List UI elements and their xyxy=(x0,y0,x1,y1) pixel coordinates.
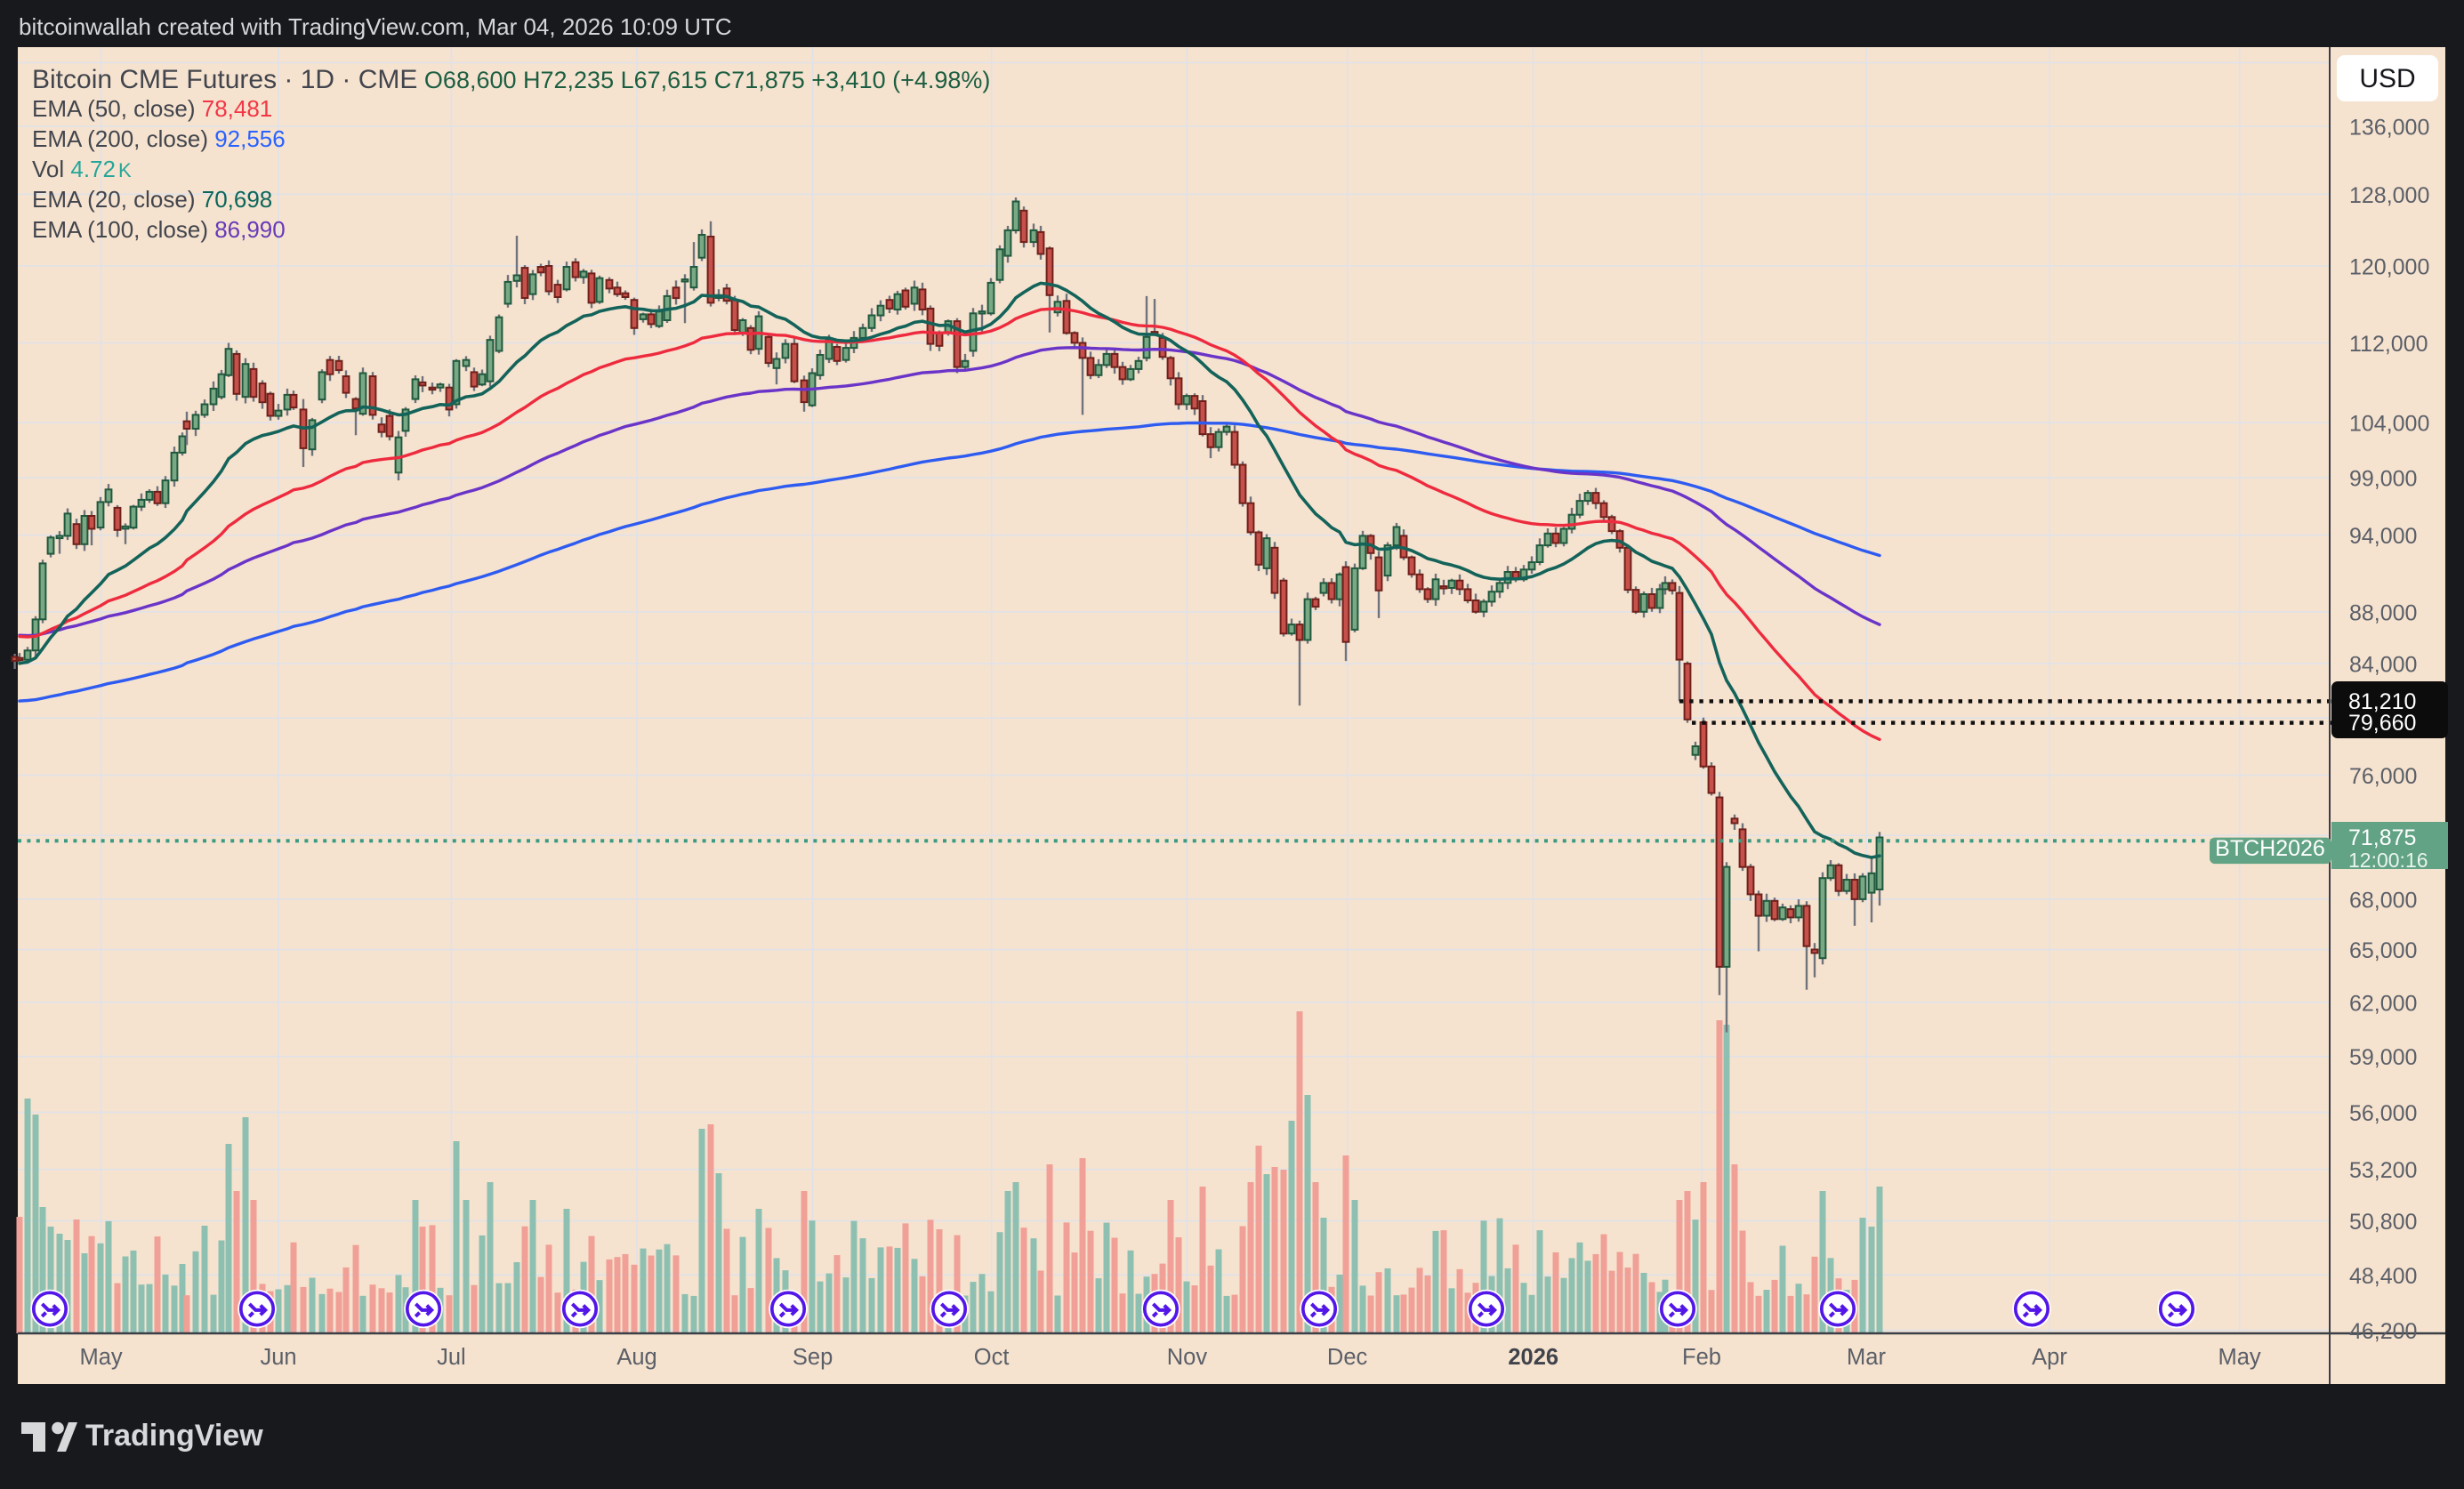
svg-text:46,200: 46,200 xyxy=(2349,1319,2417,1344)
svg-text:65,000: 65,000 xyxy=(2349,938,2417,963)
svg-text:EMA (200, close) 92,556: EMA (200, close) 92,556 xyxy=(32,125,286,152)
svg-text:94,000: 94,000 xyxy=(2349,524,2417,549)
svg-text:48,400: 48,400 xyxy=(2349,1264,2417,1289)
svg-text:76,000: 76,000 xyxy=(2349,764,2417,789)
svg-text:Oct: Oct xyxy=(974,1345,1010,1370)
svg-text:12:00:16: 12:00:16 xyxy=(2348,849,2428,872)
svg-text:Jul: Jul xyxy=(437,1345,466,1370)
svg-text:Dec: Dec xyxy=(1327,1345,1368,1370)
svg-text:EMA (50, close) 78,481: EMA (50, close) 78,481 xyxy=(32,95,272,122)
svg-text:Jun: Jun xyxy=(260,1345,296,1370)
svg-text:136,000: 136,000 xyxy=(2349,116,2429,141)
svg-text:128,000: 128,000 xyxy=(2349,183,2429,208)
svg-text:84,000: 84,000 xyxy=(2349,653,2417,678)
svg-text:71,875: 71,875 xyxy=(2348,825,2416,850)
svg-text:Feb: Feb xyxy=(1682,1345,1721,1370)
svg-text:99,000: 99,000 xyxy=(2349,467,2417,492)
svg-text:Nov: Nov xyxy=(1167,1345,1208,1370)
svg-text:May: May xyxy=(2218,1345,2261,1370)
svg-text:TradingView: TradingView xyxy=(85,1419,263,1453)
svg-text:USD: USD xyxy=(2359,64,2415,93)
svg-text:112,000: 112,000 xyxy=(2349,332,2428,357)
svg-text:BTCH2026: BTCH2026 xyxy=(2215,836,2325,861)
svg-text:Mar: Mar xyxy=(1847,1345,1886,1370)
svg-text:59,000: 59,000 xyxy=(2349,1045,2417,1070)
svg-text:81,210: 81,210 xyxy=(2348,689,2416,714)
svg-text:bitcoinwallah created with Tra: bitcoinwallah created with TradingView.c… xyxy=(19,13,732,40)
svg-text:62,000: 62,000 xyxy=(2349,991,2417,1016)
svg-text:Sep: Sep xyxy=(793,1345,833,1370)
svg-text:88,000: 88,000 xyxy=(2349,600,2417,625)
svg-text:Aug: Aug xyxy=(616,1345,656,1370)
svg-text:Bitcoin CME Futures · 1D · CME: Bitcoin CME Futures · 1D · CME O68,600 H… xyxy=(32,65,990,94)
svg-text:79,660: 79,660 xyxy=(2348,711,2416,736)
svg-text:2026: 2026 xyxy=(1508,1345,1558,1370)
svg-text:Apr: Apr xyxy=(2032,1345,2067,1370)
svg-text:120,000: 120,000 xyxy=(2349,255,2429,280)
svg-text:May: May xyxy=(80,1345,123,1370)
svg-text:Vol 4.72K: Vol 4.72 K xyxy=(32,156,132,182)
svg-text:EMA (100, close) 86,990: EMA (100, close) 86,990 xyxy=(32,216,286,243)
svg-text:68,000: 68,000 xyxy=(2349,888,2417,913)
svg-text:56,000: 56,000 xyxy=(2349,1101,2417,1126)
svg-text:EMA (20, close) 70,698: EMA (20, close) 70,698 xyxy=(32,186,272,213)
svg-text:50,800: 50,800 xyxy=(2349,1210,2417,1235)
svg-text:53,200: 53,200 xyxy=(2349,1158,2417,1183)
svg-text:104,000: 104,000 xyxy=(2349,412,2429,437)
